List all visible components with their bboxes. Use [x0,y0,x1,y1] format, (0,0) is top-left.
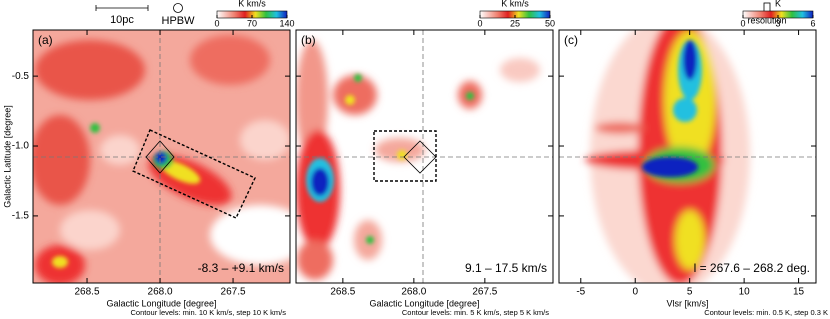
colorbar-tick-label: 70 [247,18,257,28]
colorbar-tick-label: 6 [810,18,815,28]
annotation: -8.3 – +9.1 km/s [198,261,284,275]
x-tick-label: 268.0 [148,287,173,298]
resolution-label: resolution [747,15,786,25]
x-tick-label: 267.5 [472,287,497,298]
beam-label: HPBW [162,15,196,27]
x-tick-label: 268.0 [401,287,426,298]
y-tick-label: -1.0 [12,141,30,152]
x-tick-label: 0 [632,287,638,298]
region-box [132,129,437,219]
plot-frame [558,29,817,284]
panel-label: (a) [38,33,53,47]
x-tick-label: 10 [739,287,751,298]
colorbar-label: K km/s [238,0,266,8]
plot-frame [32,29,291,284]
x-tick-label: 268.5 [330,287,355,298]
footnote: Contour levels: min. 0.5 K, step 0.3 K [704,308,828,317]
map-image [33,30,290,283]
map-image [559,30,816,283]
colorbar-tick-label: 0 [477,18,482,28]
panel-label: (c) [564,33,578,47]
annotation: 9.1 – 17.5 km/s [465,261,547,275]
x-tick-label: 268.5 [75,287,100,298]
colorbar-tick-label: 3 [775,18,780,28]
colorbar-tick-label: 0 [214,18,219,28]
y-axis-label: Galactic Latitude [degree] [2,105,12,208]
x-axis-label: Galactic Longitude [degree] [369,298,479,308]
scale-bar-label: 10pc [110,14,134,26]
x-tick-label: 15 [793,287,805,298]
crosshair [33,30,816,283]
beam-marker [95,2,771,174]
x-axis-label: Vlsr [km/s] [667,298,709,308]
annotation: l = 267.6 – 268.2 deg. [694,261,810,275]
colorbar-tick-label: 140 [279,18,294,28]
panel-label: (b) [301,33,316,47]
footnote: Contour levels: min. 10 K km/s, step 10 … [131,308,287,317]
map-image [296,30,553,283]
x-axis-label: Galactic Longitude [degree] [106,298,216,308]
colorbar-label: K km/s [501,0,529,8]
x-tick-label: 267.5 [221,287,246,298]
footnote: Contour levels: min. 5 K km/s, step 5 K … [402,308,549,317]
y-tick-label: -0.5 [12,71,30,82]
colorbar-tick-label: 50 [545,18,555,28]
x-tick-label: -5 [576,287,585,298]
colorbar-tick-label: 25 [510,18,520,28]
x-tick-label: 5 [687,287,693,298]
plot-frame [295,29,554,284]
colorbar-tick-label: 0 [740,18,745,28]
y-tick-label: -1.5 [12,211,30,222]
colorbar-label: K [775,0,781,8]
